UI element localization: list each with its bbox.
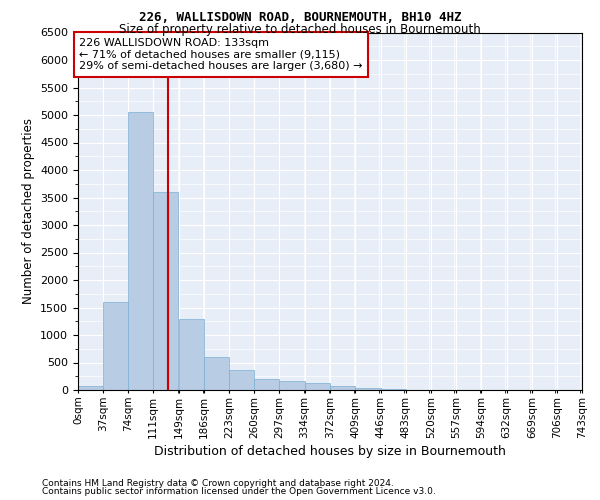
Bar <box>331 386 355 390</box>
Text: 226 WALLISDOWN ROAD: 133sqm
← 71% of detached houses are smaller (9,115)
29% of : 226 WALLISDOWN ROAD: 133sqm ← 71% of det… <box>79 38 363 71</box>
Bar <box>128 112 153 390</box>
Bar <box>229 370 254 390</box>
Bar <box>254 379 280 390</box>
X-axis label: Distribution of detached houses by size in Bournemouth: Distribution of detached houses by size … <box>154 444 506 458</box>
Text: 226, WALLISDOWN ROAD, BOURNEMOUTH, BH10 4HZ: 226, WALLISDOWN ROAD, BOURNEMOUTH, BH10 … <box>139 11 461 24</box>
Bar <box>305 384 329 390</box>
Text: Contains HM Land Registry data © Crown copyright and database right 2024.: Contains HM Land Registry data © Crown c… <box>42 478 394 488</box>
Bar <box>179 318 204 390</box>
Bar <box>355 388 380 390</box>
Text: Size of property relative to detached houses in Bournemouth: Size of property relative to detached ho… <box>119 22 481 36</box>
Bar <box>153 192 178 390</box>
Bar <box>280 382 305 390</box>
Text: Contains public sector information licensed under the Open Government Licence v3: Contains public sector information licen… <box>42 487 436 496</box>
Bar <box>103 302 128 390</box>
Bar <box>204 357 229 390</box>
Y-axis label: Number of detached properties: Number of detached properties <box>22 118 35 304</box>
Bar <box>78 386 103 390</box>
